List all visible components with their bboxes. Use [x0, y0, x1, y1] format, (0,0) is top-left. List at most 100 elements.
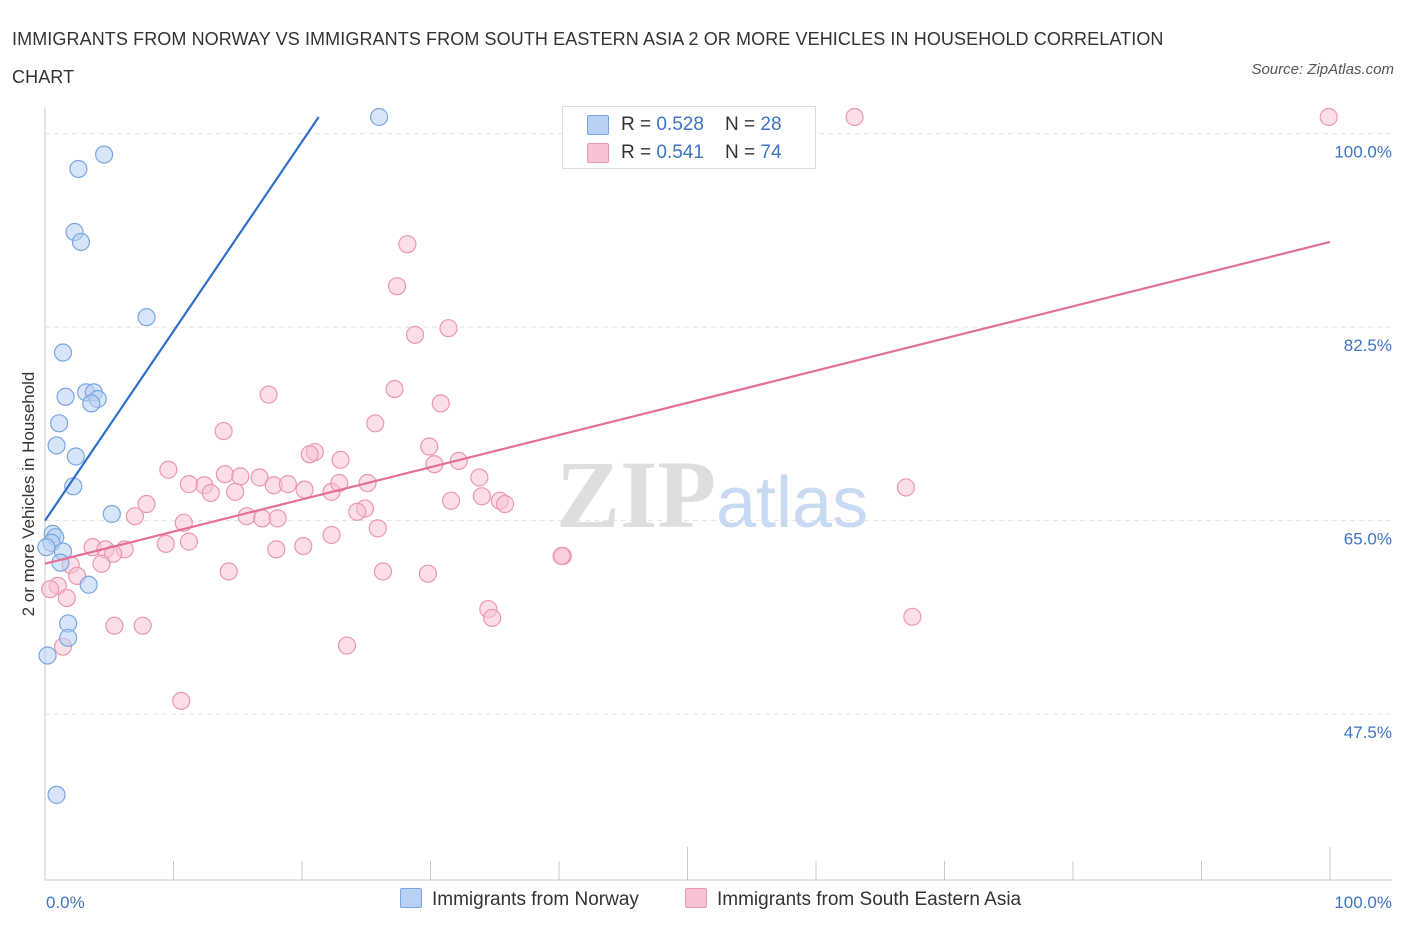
point-sea: [418, 564, 438, 583]
point-norway: [51, 553, 70, 572]
x-tick-label: 100.0%: [1334, 893, 1392, 912]
point-sea: [366, 414, 385, 433]
point-norway: [82, 394, 101, 413]
point-norway: [50, 414, 69, 433]
y-axis-label: 2 or more Vehicles in Household: [19, 372, 38, 617]
point-norway: [66, 447, 85, 466]
legend-n-label-sea: N =: [725, 142, 761, 163]
point-sea: [470, 468, 489, 487]
legend-r-value-sea: 0.541: [656, 142, 704, 163]
point-sea: [57, 588, 76, 608]
y-tick-label: 100.0%: [1334, 143, 1392, 162]
bottom-legend-swatch-norway: [400, 888, 422, 908]
legend-n-value-sea: 74: [760, 142, 782, 163]
point-sea: [331, 450, 350, 469]
point-sea: [431, 394, 450, 413]
point-sea: [253, 509, 272, 528]
bottom-legend-sea: Immigrants from South Eastern Asia: [685, 888, 1021, 911]
point-sea: [201, 483, 220, 503]
point-sea: [330, 473, 349, 493]
point-sea: [368, 519, 387, 538]
point-norway: [95, 145, 114, 164]
point-sea: [405, 325, 425, 344]
point-sea: [267, 540, 286, 559]
point-sea: [105, 616, 124, 635]
point-norway: [56, 387, 75, 406]
trend-line-sea: [44, 240, 1331, 565]
legend-text-sea: R = 0.541 N = 74: [621, 142, 782, 164]
point-sea: [231, 467, 250, 486]
point-sea: [137, 494, 156, 514]
point-sea: [552, 546, 571, 566]
point-sea: [41, 580, 60, 599]
tick-labels: 47.5% 65.0% 82.5% 100.0% 0.0% 100.0%: [46, 143, 1392, 912]
legend-r-label-norway: R =: [621, 114, 657, 135]
point-sea: [420, 437, 439, 456]
point-sea: [250, 468, 269, 487]
point-sea: [278, 475, 297, 494]
legend-n-label-norway: N =: [725, 114, 761, 135]
point-norway: [69, 159, 88, 179]
point-sea: [219, 562, 238, 581]
point-sea: [896, 478, 916, 497]
point-sea: [295, 480, 314, 499]
legend-swatch-norway: [587, 115, 609, 135]
point-sea: [214, 421, 233, 441]
point-sea: [92, 554, 111, 573]
point-norway: [370, 107, 389, 127]
point-sea: [398, 235, 417, 254]
point-sea: [156, 534, 175, 553]
point-sea: [179, 475, 199, 494]
point-sea: [385, 379, 404, 399]
legend-r-value-norway: 0.528: [656, 114, 704, 135]
grid-lines: [45, 133, 1392, 715]
watermark-zip: ZIP: [556, 441, 716, 548]
y-tick-label: 82.5%: [1344, 336, 1392, 355]
point-sea: [215, 465, 234, 484]
bottom-legend-label-norway: Immigrants from Norway: [432, 889, 639, 910]
legend-n-value-norway: 28: [760, 114, 782, 135]
point-norway: [47, 785, 66, 804]
y-tick-label: 47.5%: [1344, 723, 1392, 742]
bottom-legend-norway: Immigrants from Norway: [400, 888, 639, 911]
point-norway: [47, 436, 66, 455]
point-sea: [322, 525, 341, 545]
legend-r-label-sea: R =: [621, 142, 657, 163]
point-sea: [845, 107, 864, 127]
point-sea: [268, 509, 287, 528]
chart-title: IMMIGRANTS FROM NORWAY VS IMMIGRANTS FRO…: [12, 29, 1164, 87]
point-norway: [71, 232, 91, 252]
series-norway-points: [37, 107, 389, 804]
trend-line-norway: [44, 116, 320, 522]
watermark-atlas: atlas: [716, 463, 868, 543]
point-sea: [300, 445, 319, 464]
point-sea: [226, 482, 245, 501]
point-norway: [53, 343, 73, 362]
trend-lines: [44, 116, 1331, 565]
axes: [44, 108, 1392, 881]
bottom-legend-label-sea: Immigrants from South Eastern Asia: [717, 889, 1022, 910]
point-sea: [472, 487, 491, 506]
point-sea: [237, 507, 256, 526]
point-norway: [79, 575, 98, 594]
legend-swatch-sea: [587, 143, 609, 163]
point-sea: [1319, 107, 1338, 127]
point-norway: [59, 628, 78, 647]
point-sea: [495, 494, 515, 514]
point-norway: [37, 538, 56, 557]
point-norway: [38, 646, 57, 665]
point-sea: [441, 491, 461, 510]
point-sea: [125, 507, 145, 526]
point-sea: [294, 536, 313, 556]
point-sea: [439, 319, 458, 338]
point-sea: [387, 277, 407, 296]
point-sea: [259, 385, 278, 404]
point-norway: [102, 504, 121, 524]
point-sea: [903, 607, 922, 626]
point-sea: [159, 460, 178, 479]
correlation-legend: R = 0.528 N = 28 R = 0.541 N = 74: [562, 106, 816, 169]
bottom-legend-swatch-sea: [685, 888, 707, 908]
point-sea: [133, 616, 152, 635]
point-sea: [348, 502, 367, 521]
